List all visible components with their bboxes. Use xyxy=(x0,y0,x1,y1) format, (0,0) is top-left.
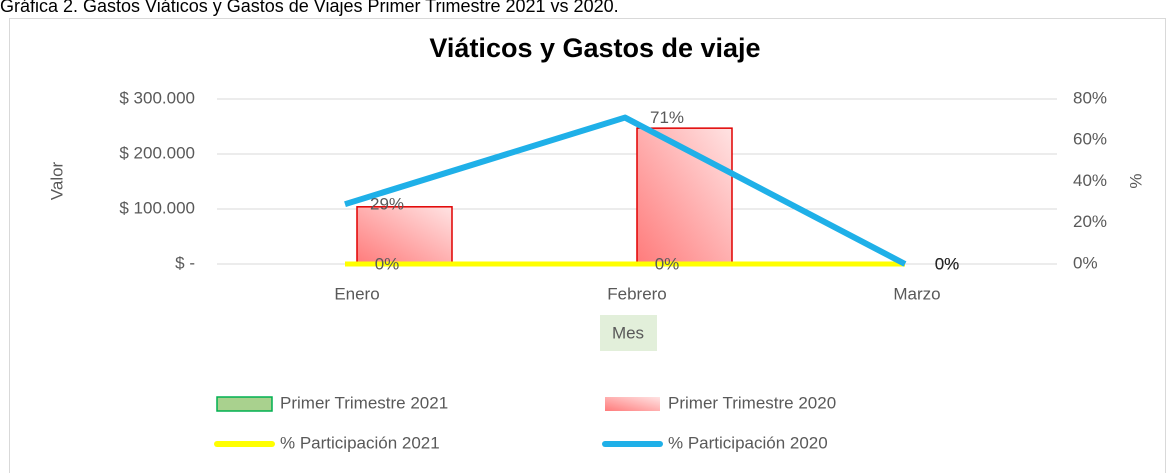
bar xyxy=(356,206,453,265)
legend-label: Primer Trimestre 2020 xyxy=(668,393,836,412)
y-axis-label: Valor xyxy=(47,161,66,200)
legend-swatch xyxy=(216,396,273,412)
y-tick-label: $ 300.000 xyxy=(119,88,195,107)
data-label: 71% xyxy=(650,108,684,127)
y-tick-label: $ 100.000 xyxy=(119,198,195,217)
y2-tick-label: 80% xyxy=(1073,88,1107,107)
y2-tick-label: 60% xyxy=(1073,130,1107,149)
x-tick-label: Febrero xyxy=(607,284,667,303)
x-tick-label: Enero xyxy=(334,284,379,303)
legend-swatch xyxy=(605,397,660,411)
y2-tick-label: 40% xyxy=(1073,171,1107,190)
legend-label: % Participación 2020 xyxy=(668,433,828,452)
x-axis-label: Mes xyxy=(612,323,644,342)
y2-tick-label: 20% xyxy=(1073,212,1107,231)
y2-axis-label: % xyxy=(1126,173,1145,188)
chart-border xyxy=(9,18,1166,473)
legend-label: Primer Trimestre 2021 xyxy=(280,393,448,412)
y-tick-label: $ - xyxy=(175,253,195,272)
legend-label: % Participación 2021 xyxy=(280,433,440,452)
caption: Gráfica 2. Gastos Viáticos y Gastos de V… xyxy=(0,0,619,16)
y2-tick-label: 0% xyxy=(1073,253,1098,272)
x-tick-label: Marzo xyxy=(893,284,940,303)
data-label: 29% xyxy=(370,195,404,214)
data-label: 0% xyxy=(935,254,960,273)
data-label: 0% xyxy=(935,254,960,273)
y-tick-label: $ 200.000 xyxy=(119,143,195,162)
x-axis-label-box xyxy=(600,315,657,351)
line xyxy=(344,114,907,267)
chart-title: Viáticos y Gastos de viaje xyxy=(429,33,760,63)
data-label: 0% xyxy=(375,254,400,273)
data-label: 0% xyxy=(655,254,680,273)
